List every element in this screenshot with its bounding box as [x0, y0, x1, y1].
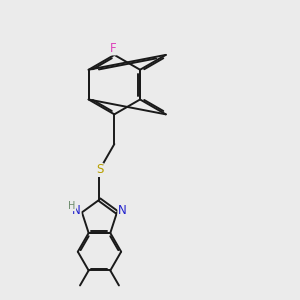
Text: N: N	[118, 204, 127, 218]
Text: F: F	[110, 42, 116, 55]
Text: H: H	[68, 201, 76, 211]
Text: N: N	[72, 204, 81, 218]
Text: S: S	[96, 164, 103, 176]
